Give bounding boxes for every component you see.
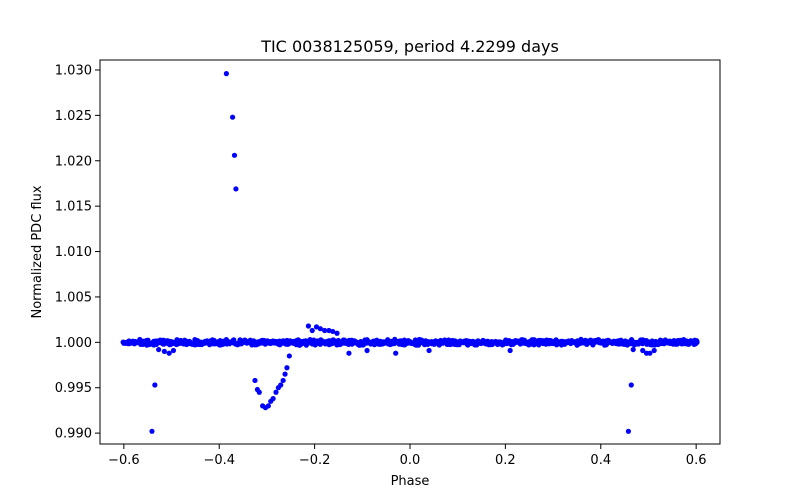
data-point bbox=[273, 389, 279, 395]
data-point bbox=[322, 327, 328, 334]
chart-title: TIC 0038125059, period 4.2299 days bbox=[260, 37, 559, 56]
plot-area bbox=[99, 59, 721, 445]
data-point bbox=[284, 365, 290, 371]
x-tick-label: −0.6 bbox=[108, 453, 140, 468]
data-point bbox=[152, 382, 158, 388]
data-point bbox=[270, 396, 276, 402]
data-point bbox=[278, 382, 284, 388]
data-point bbox=[252, 377, 258, 384]
data-point bbox=[346, 350, 352, 356]
data-point bbox=[393, 350, 399, 356]
data-point bbox=[265, 403, 271, 409]
data-point bbox=[309, 327, 315, 334]
data-point bbox=[223, 71, 229, 77]
x-tick-label: −0.4 bbox=[203, 453, 235, 468]
x-tick-label: 0.0 bbox=[400, 453, 421, 468]
data-point bbox=[507, 347, 513, 354]
y-tick-label: 1.010 bbox=[55, 245, 92, 260]
data-point bbox=[305, 323, 312, 329]
y-tick-label: 1.000 bbox=[55, 336, 92, 351]
y-axis-label: Normalized PDC flux bbox=[30, 185, 45, 318]
x-tick-label: 0.4 bbox=[590, 453, 611, 468]
x-tick-label: 0.2 bbox=[495, 453, 516, 468]
axis-ticks: −0.6 −0.4 −0.2 0.0 0.2 0.4 0.6 0.990 0.995 1.000 1… bbox=[55, 63, 707, 468]
data-point bbox=[233, 186, 239, 192]
data-point bbox=[280, 377, 286, 384]
data-point bbox=[161, 348, 167, 354]
data-point bbox=[231, 152, 238, 158]
x-tick-label: 0.6 bbox=[686, 453, 707, 468]
data-point bbox=[647, 350, 653, 356]
y-tick-label: 0.995 bbox=[55, 381, 92, 396]
data-point bbox=[256, 389, 262, 395]
y-tick-label: 1.005 bbox=[55, 290, 92, 305]
data-point bbox=[625, 428, 632, 434]
data-point bbox=[166, 350, 172, 356]
data-point bbox=[282, 371, 288, 377]
data-point bbox=[317, 326, 323, 332]
data-point bbox=[364, 347, 370, 354]
x-tick-label: −0.2 bbox=[299, 453, 331, 468]
data-point bbox=[149, 428, 155, 434]
data-points bbox=[120, 71, 700, 434]
x-axis-label: Phase bbox=[391, 474, 430, 489]
data-point bbox=[156, 346, 162, 353]
y-tick-label: 1.020 bbox=[55, 154, 92, 169]
data-point bbox=[286, 353, 292, 359]
y-tick-label: 1.015 bbox=[55, 200, 92, 215]
y-tick-label: 1.030 bbox=[55, 63, 92, 78]
data-point bbox=[640, 347, 646, 354]
data-point bbox=[628, 382, 634, 388]
y-tick-label: 0.990 bbox=[55, 427, 92, 442]
data-point bbox=[334, 330, 340, 336]
data-point bbox=[630, 346, 636, 353]
data-point bbox=[330, 328, 336, 335]
baseline-point bbox=[693, 341, 699, 347]
data-point bbox=[651, 347, 657, 354]
y-tick-label: 1.025 bbox=[55, 109, 92, 124]
data-point bbox=[229, 114, 236, 120]
data-point bbox=[426, 347, 432, 354]
data-point bbox=[170, 347, 177, 354]
